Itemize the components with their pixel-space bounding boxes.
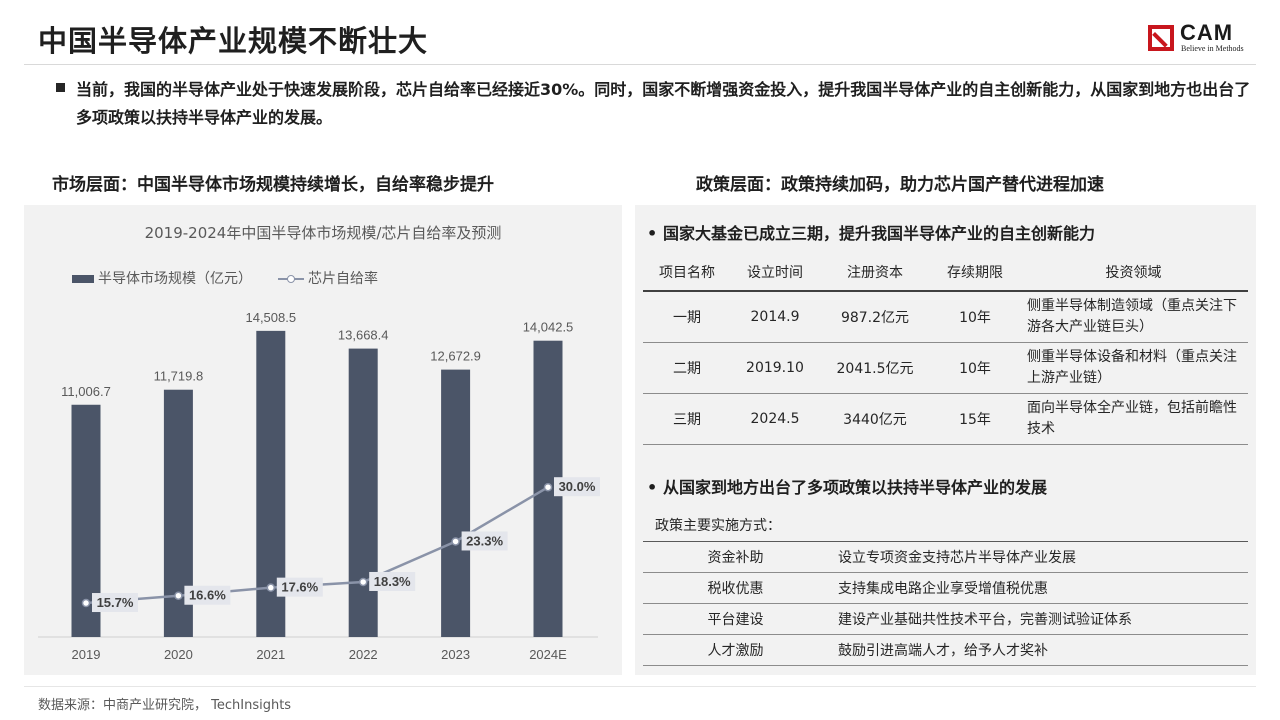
table-row: 一期 2014.9 987.2亿元 10年 侧重半导体制造领域（重点关注下游各大… [643,291,1248,343]
line-point [81,598,91,608]
fund-col-area: 投资领域 [1019,253,1248,292]
fund-col-date: 设立时间 [731,253,819,292]
line-label-background [92,593,138,613]
line-value-label: 23.3% [466,533,503,548]
policy-type: 人才激励 [643,634,828,666]
logo-mark-icon [1148,25,1174,51]
fund-cell-term: 10年 [931,342,1019,394]
fund-cell-date: 2024.5 [731,393,819,445]
x-tick-label: 2020 [164,647,193,662]
fund-cell-area: 侧重半导体制造领域（重点关注下游各大产业链巨头） [1019,291,1248,343]
policy-type: 平台建设 [643,603,828,635]
fund-cell-date: 2014.9 [731,291,819,343]
chart-legend: 半导体市场规模（亿元） 芯片自给率 [72,268,378,288]
legend-bar-swatch [72,275,94,283]
x-tick-label: 2023 [441,647,470,662]
line-value-label: 18.3% [374,574,411,589]
line-point [174,591,183,600]
table-row: 资金补助 设立专项资金支持芯片半导体产业发展 [643,541,1248,573]
source-note: 数据来源：中商产业研究院， TechInsights [38,698,292,713]
bar-value-label: 13,668.4 [338,328,389,343]
fund-table-header: 项目名称 设立时间 注册资本 存续期限 投资领域 [643,253,1248,292]
x-tick-label: 2022 [349,647,378,662]
line-point [543,482,553,492]
line-label-background [369,571,416,591]
policy-desc: 设立专项资金支持芯片半导体产业发展 [828,541,1248,573]
policy-table: 资金补助 设立专项资金支持芯片半导体产业发展 税收优惠 支持集成电路企业享受增值税优… [643,541,1248,666]
footer-divider [24,686,1256,687]
line-point [358,577,368,587]
bar [348,348,378,637]
policy-panel: • 国家大基金已成立三期，提升我国半导体产业的自主创新能力 项目名称 设立时间 注… [635,205,1256,675]
legend-line-swatch [278,274,304,284]
line-point [266,583,276,592]
policy-bullet: • 从国家到地方出台了多项政策以扶持半导体产业的发展 [647,474,1047,498]
intro-paragraph: 当前，我国的半导体产业处于快速发展阶段，芯片自给率已经接近30%。同时，国家不断… [56,76,1256,132]
policy-label: 政策主要实施方式： [655,518,781,534]
table-row: 税收优惠 支持集成电路企业享受增值税优惠 [643,572,1248,604]
line-value-label: 16.6% [189,588,226,603]
line-label-background [461,531,508,551]
bullet-dot-icon: • [647,478,658,497]
policy-desc: 鼓励引进高端人才，给予人才奖补 [828,634,1248,666]
fund-cell-date: 2019.10 [731,342,819,394]
fund-bullet: • 国家大基金已成立三期，提升我国半导体产业的自主创新能力 [647,220,1095,244]
bar [441,369,471,637]
fund-bullet-text: 国家大基金已成立三期，提升我国半导体产业的自主创新能力 [663,224,1096,243]
fund-cell-term: 10年 [931,291,1019,343]
fund-cell-capital: 987.2亿元 [819,291,931,343]
bar-value-label: 11,719.8 [154,369,204,384]
table-row: 二期 2019.10 2041.5亿元 10年 侧重半导体设备和材料（重点关注上… [643,342,1248,394]
bar-value-label: 11,006.7 [61,384,111,399]
intro-text: 当前，我国的半导体产业处于快速发展阶段，芯片自给率已经接近30%。同时，国家不断… [76,80,1251,127]
fund-cell-name: 一期 [643,291,731,343]
market-subtitle: 市场层面：中国半导体市场规模持续增长，自给率稳步提升 [52,175,494,195]
logo-tagline: Believe in Methods [1181,44,1244,53]
legend-bar-label: 半导体市场规模（亿元） [98,271,252,287]
fund-table: 项目名称 设立时间 注册资本 存续期限 投资领域 一期 2014.9 987.2… [643,253,1248,445]
x-tick-label: 2024E [529,647,567,662]
policy-subtitle: 政策层面：政策持续加码，助力芯片国产替代进程加速 [696,175,1104,195]
policy-type: 税收优惠 [643,572,828,604]
table-row: 三期 2024.5 3440亿元 15年 面向半导体全产业链，包括前瞻性技术 [643,393,1248,445]
policy-type: 资金补助 [643,541,828,573]
x-tick-label: 2019 [72,647,101,662]
fund-cell-term: 15年 [931,393,1019,445]
fund-cell-name: 三期 [643,393,731,445]
legend-line-label: 芯片自给率 [308,271,378,287]
line-label-background [276,577,323,597]
bar-value-label: 14,508.5 [245,310,296,325]
fund-col-name: 项目名称 [643,253,731,292]
fund-col-capital: 注册资本 [819,253,931,292]
cam-logo: CAM Believe in Methods [1148,20,1260,56]
bar-value-label: 14,042.5 [523,320,574,335]
x-tick-label: 2021 [256,647,285,662]
bullet-dot-icon: • [647,224,658,243]
fund-cell-capital: 2041.5亿元 [819,342,931,394]
fund-col-term: 存续期限 [931,253,1019,292]
fund-cell-name: 二期 [643,342,731,394]
table-row: 平台建设 建设产业基础共性技术平台，完善测试验证体系 [643,603,1248,635]
line-value-label: 15.7% [97,595,134,610]
bar-value-label: 12,672.9 [430,349,481,364]
fund-cell-capital: 3440亿元 [819,393,931,445]
policy-desc: 建设产业基础共性技术平台，完善测试验证体系 [828,603,1248,635]
market-chart-panel: 2019-2024年中国半导体市场规模/芯片自给率及预测 半导体市场规模（亿元）… [24,205,622,675]
fund-cell-area: 面向半导体全产业链，包括前瞻性技术 [1019,393,1248,445]
line-value-label: 17.6% [281,580,318,595]
line-label-background [184,585,231,605]
policy-bullet-text: 从国家到地方出台了多项政策以扶持半导体产业的发展 [663,478,1048,497]
table-row: 人才激励 鼓励引进高端人才，给予人才奖补 [643,634,1248,666]
market-chart: 11,006.7 2019 11,719.8 2020 14,508.5 2021 13,6… [38,310,600,662]
line-label-background [554,477,600,497]
chart-title: 2019-2024年中国半导体市场规模/芯片自给率及预测 [144,224,502,242]
policy-desc: 支持集成电路企业享受增值税优惠 [828,572,1248,604]
fund-cell-area: 侧重半导体设备和材料（重点关注上游产业链） [1019,342,1248,394]
logo-text: CAM [1180,20,1234,45]
square-bullet-icon [56,83,65,92]
line-value-label: 30.0% [559,479,596,494]
page-title: 中国半导体产业规模不断壮大 [38,24,429,58]
header-divider [24,64,1256,65]
line-point [451,537,460,546]
